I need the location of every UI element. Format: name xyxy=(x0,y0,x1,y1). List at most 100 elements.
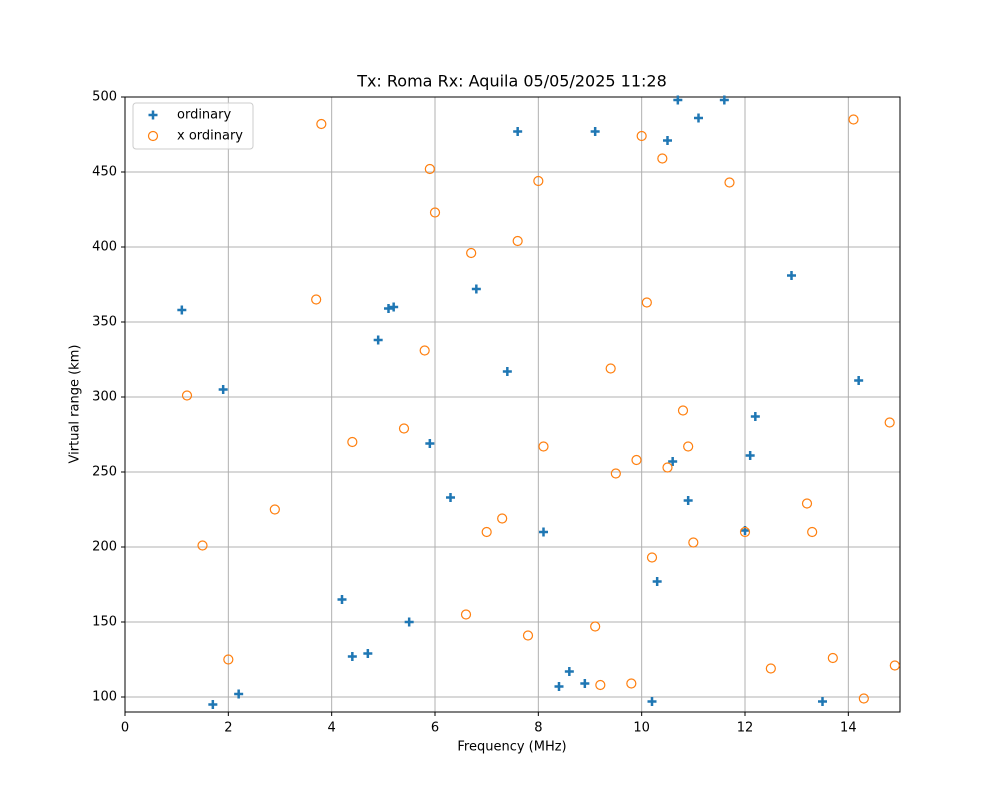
chart-title: Tx: Roma Rx: Aquila 05/05/2025 11:28 xyxy=(356,72,667,91)
y-tick-label: 300 xyxy=(92,390,117,405)
point xyxy=(471,284,481,294)
point xyxy=(373,335,383,345)
point xyxy=(502,367,512,376)
point xyxy=(884,417,895,428)
legend-marker xyxy=(147,130,159,142)
point xyxy=(177,305,187,315)
point xyxy=(719,95,729,105)
point xyxy=(363,649,373,658)
point xyxy=(750,412,760,421)
point xyxy=(724,177,735,188)
point xyxy=(657,153,668,164)
point xyxy=(739,526,751,538)
point xyxy=(481,526,492,538)
point xyxy=(818,697,827,706)
point xyxy=(533,175,544,187)
point xyxy=(223,654,234,665)
point xyxy=(347,652,357,661)
y-tick-label: 200 xyxy=(92,540,117,555)
legend-box xyxy=(132,102,254,150)
legend-label: x ordinary xyxy=(177,129,243,144)
point xyxy=(787,271,796,280)
point xyxy=(683,441,694,452)
point xyxy=(848,114,859,125)
point xyxy=(858,693,869,704)
point xyxy=(497,513,508,524)
point xyxy=(663,136,672,145)
point xyxy=(662,462,673,473)
point xyxy=(513,127,523,136)
point xyxy=(765,663,776,674)
point xyxy=(554,682,564,691)
point xyxy=(694,113,703,123)
x-axis-label: Frequency (MHz) xyxy=(457,740,566,755)
y-tick-label: 450 xyxy=(92,165,117,180)
y-tick-label: 150 xyxy=(92,615,117,630)
point xyxy=(234,689,244,699)
point xyxy=(429,207,441,218)
y-tick-label: 400 xyxy=(92,240,117,255)
point xyxy=(218,385,228,394)
x-tick-label: 2 xyxy=(224,721,232,736)
point xyxy=(384,304,393,313)
legend-marker xyxy=(148,110,158,120)
point xyxy=(631,454,642,466)
point xyxy=(827,652,838,664)
x-tick-label: 6 xyxy=(431,721,439,736)
point xyxy=(446,493,455,502)
x-tick-label: 4 xyxy=(328,721,336,736)
point xyxy=(539,527,548,537)
point xyxy=(311,294,322,305)
point xyxy=(854,376,864,385)
point xyxy=(745,451,755,460)
point xyxy=(460,609,472,620)
point xyxy=(647,697,657,706)
x-tick-label: 14 xyxy=(840,721,857,736)
point xyxy=(398,423,410,434)
x-tick-label: 10 xyxy=(633,721,650,736)
point xyxy=(610,468,621,479)
point xyxy=(646,552,658,563)
plot-frame xyxy=(124,96,901,713)
point xyxy=(580,679,590,688)
x-tick-label: 0 xyxy=(121,721,129,736)
y-axis-label: Virtual range (km) xyxy=(68,345,83,464)
point xyxy=(636,130,647,142)
point xyxy=(652,577,662,586)
point xyxy=(389,302,399,312)
point xyxy=(512,235,523,247)
point xyxy=(208,700,218,709)
point xyxy=(807,526,818,538)
point xyxy=(269,504,280,515)
point xyxy=(889,660,900,671)
point xyxy=(626,678,637,689)
point xyxy=(538,441,549,452)
x-tick-label: 8 xyxy=(534,721,542,736)
point xyxy=(425,439,435,448)
point xyxy=(337,595,347,604)
point xyxy=(564,667,574,676)
y-tick-label: 100 xyxy=(92,690,117,705)
point xyxy=(197,540,208,551)
point xyxy=(590,621,601,632)
point xyxy=(688,537,699,548)
point xyxy=(590,127,600,136)
point xyxy=(466,247,477,259)
y-tick-label: 350 xyxy=(92,315,117,330)
point xyxy=(522,630,534,641)
point xyxy=(419,345,430,356)
point xyxy=(801,498,813,509)
point xyxy=(683,496,693,505)
point xyxy=(316,118,327,130)
y-tick-label: 250 xyxy=(92,465,117,480)
y-tick-label: 500 xyxy=(92,90,117,105)
point xyxy=(424,163,435,175)
point xyxy=(641,297,652,308)
point xyxy=(605,363,616,374)
x-tick-label: 12 xyxy=(737,721,754,736)
point xyxy=(677,405,689,416)
point xyxy=(404,617,414,627)
legend-label: ordinary xyxy=(177,108,231,123)
point xyxy=(673,95,683,105)
